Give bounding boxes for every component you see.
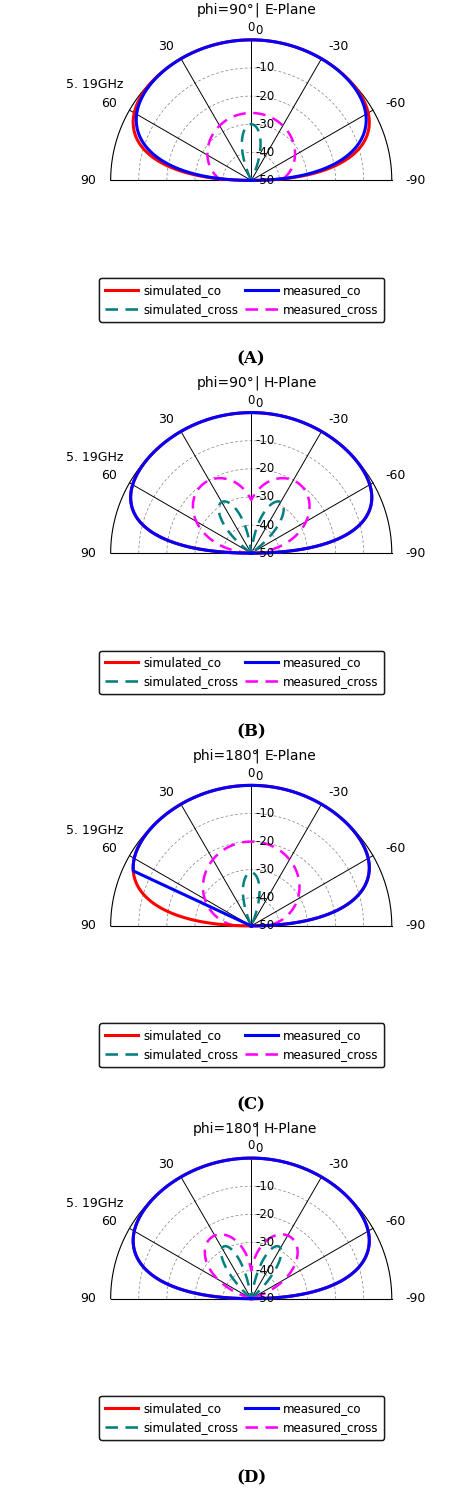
Text: -30: -30 (328, 1159, 349, 1172)
Text: 5. 19GHz: 5. 19GHz (66, 79, 123, 91)
Text: -90: -90 (406, 174, 426, 186)
Text: -30: -30 (328, 413, 349, 426)
Text: -20: -20 (255, 835, 275, 848)
Text: 30: 30 (158, 413, 174, 426)
Text: -30: -30 (255, 491, 274, 504)
Text: 90: 90 (81, 174, 97, 186)
Text: 30: 30 (158, 1159, 174, 1172)
Text: -40: -40 (255, 519, 275, 532)
Text: -10: -10 (255, 61, 275, 75)
Text: phi=90°: phi=90° (197, 376, 255, 391)
Text: E-Plane: E-Plane (264, 3, 317, 18)
Text: 90: 90 (81, 547, 97, 559)
Text: -20: -20 (255, 462, 275, 476)
Text: (C): (C) (237, 1096, 266, 1114)
Text: -10: -10 (255, 434, 275, 447)
Text: -10: -10 (255, 807, 275, 820)
Legend: simulated_co, simulated_cross, measured_co, measured_cross: simulated_co, simulated_cross, measured_… (99, 650, 384, 695)
Text: 30: 30 (158, 786, 174, 799)
Text: H-Plane: H-Plane (264, 1121, 317, 1136)
Text: 5. 19GHz: 5. 19GHz (66, 825, 123, 836)
Text: 90: 90 (81, 920, 97, 932)
Text: -30: -30 (255, 118, 274, 131)
Text: (A): (A) (237, 350, 265, 368)
Text: -40: -40 (255, 1264, 275, 1278)
Text: phi=180°: phi=180° (192, 1121, 259, 1136)
Legend: simulated_co, simulated_cross, measured_co, measured_cross: simulated_co, simulated_cross, measured_… (99, 1396, 384, 1440)
Text: 0: 0 (247, 394, 255, 407)
Text: -60: -60 (385, 1215, 405, 1229)
Text: -50: -50 (255, 547, 274, 559)
Text: |: | (255, 1121, 259, 1136)
Legend: simulated_co, simulated_cross, measured_co, measured_cross: simulated_co, simulated_cross, measured_… (99, 1023, 384, 1068)
Text: 0: 0 (255, 397, 263, 410)
Text: -50: -50 (255, 920, 274, 932)
Text: 60: 60 (101, 97, 117, 110)
Text: |: | (255, 748, 259, 763)
Text: 5. 19GHz: 5. 19GHz (66, 1197, 123, 1209)
Text: E-Plane: E-Plane (264, 748, 317, 763)
Text: -90: -90 (406, 1293, 426, 1305)
Text: H-Plane: H-Plane (264, 376, 317, 391)
Text: -30: -30 (328, 40, 349, 54)
Text: -60: -60 (385, 842, 405, 856)
Text: -90: -90 (406, 547, 426, 559)
Text: 0: 0 (247, 766, 255, 780)
Text: -20: -20 (255, 1208, 275, 1221)
Text: 60: 60 (101, 470, 117, 483)
Text: (D): (D) (236, 1469, 266, 1487)
Text: (B): (B) (236, 723, 266, 741)
Legend: simulated_co, simulated_cross, measured_co, measured_cross: simulated_co, simulated_cross, measured_… (99, 277, 384, 322)
Text: |: | (255, 3, 259, 18)
Text: -60: -60 (385, 97, 405, 110)
Text: 0: 0 (255, 24, 263, 37)
Text: -40: -40 (255, 146, 275, 160)
Text: -20: -20 (255, 89, 275, 103)
Text: -50: -50 (255, 174, 274, 186)
Text: -10: -10 (255, 1179, 275, 1193)
Text: 30: 30 (158, 40, 174, 54)
Text: 0: 0 (255, 1142, 263, 1156)
Text: -30: -30 (255, 1236, 274, 1249)
Text: phi=180°: phi=180° (192, 748, 259, 763)
Text: 0: 0 (247, 1139, 255, 1153)
Text: 0: 0 (255, 769, 263, 783)
Text: -60: -60 (385, 470, 405, 483)
Text: 5. 19GHz: 5. 19GHz (66, 452, 123, 464)
Text: 60: 60 (101, 842, 117, 856)
Text: |: | (255, 376, 259, 391)
Text: -40: -40 (255, 892, 275, 905)
Text: 0: 0 (247, 21, 255, 34)
Text: -90: -90 (406, 920, 426, 932)
Text: -30: -30 (255, 863, 274, 877)
Text: 90: 90 (81, 1293, 97, 1305)
Text: 60: 60 (101, 1215, 117, 1229)
Text: -30: -30 (328, 786, 349, 799)
Text: phi=90°: phi=90° (197, 3, 255, 18)
Text: -50: -50 (255, 1293, 274, 1305)
